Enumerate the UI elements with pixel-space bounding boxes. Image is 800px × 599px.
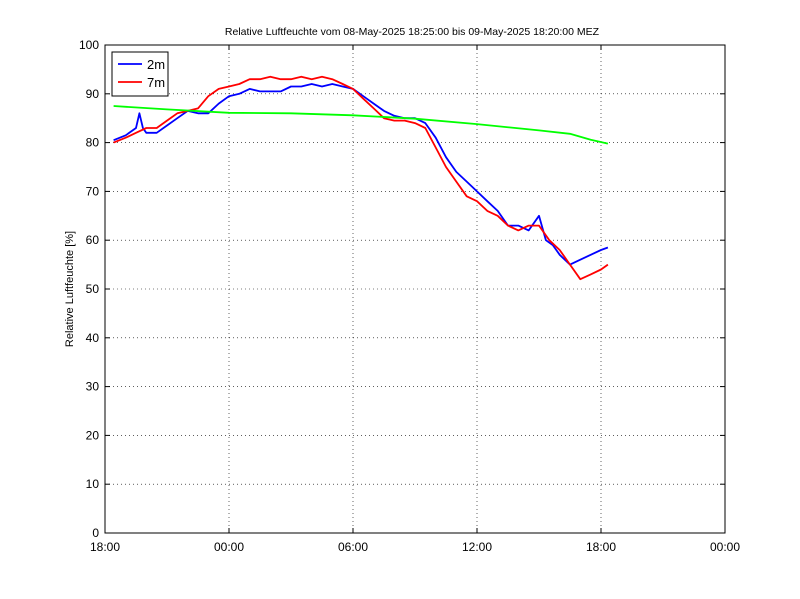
grid — [105, 45, 725, 533]
plot-frame — [104, 44, 726, 534]
x-tick-label: 18:00 — [90, 540, 120, 554]
y-tick-label: 30 — [86, 380, 100, 394]
series-line-2m — [113, 83, 609, 266]
y-tick-label: 90 — [86, 87, 100, 101]
y-axis-label: Relative Luftfeuchte [%] — [64, 231, 76, 347]
y-tick-label: 10 — [86, 477, 100, 491]
x-tick-label: 00:00 — [214, 540, 244, 554]
series-line-trend-2 — [113, 105, 609, 145]
x-tick-label: 12:00 — [462, 540, 492, 554]
series-line-7m — [113, 75, 609, 281]
y-tick-label: 100 — [79, 38, 99, 52]
legend-label-7m: 7m — [147, 75, 165, 90]
x-tick-label: 06:00 — [338, 540, 368, 554]
x-tick-label: 00:00 — [710, 540, 740, 554]
y-tick-label: 40 — [86, 331, 100, 345]
y-tick-label: 20 — [86, 428, 100, 442]
series-layer — [113, 75, 609, 281]
y-tick-label: 50 — [86, 282, 100, 296]
y-tick-label: 80 — [86, 136, 100, 150]
y-tick-label: 60 — [86, 233, 100, 247]
tick-labels: 18:00 00:00 06:00 12:00 18:00 00:00 0 10 20 30 40 5… — [79, 38, 740, 554]
legend-label-2m: 2m — [147, 57, 165, 72]
chart-title: Relative Luftfeuchte vom 08-May-2025 18:… — [225, 26, 600, 38]
y-tick-label: 70 — [86, 184, 100, 198]
y-tick-label: 0 — [92, 526, 99, 540]
x-tick-label: 18:00 — [586, 540, 616, 554]
legend-box — [111, 51, 169, 97]
